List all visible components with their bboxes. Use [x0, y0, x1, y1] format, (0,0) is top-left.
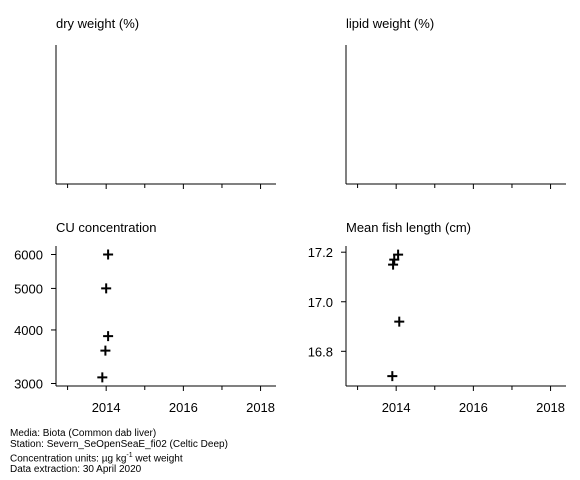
panel4-y-tick-label: 17.2 [308, 245, 333, 260]
footer-media: Media: Biota (Common dab liver) [10, 428, 157, 439]
panel3-point-2 [101, 283, 112, 294]
panel3-point-5 [97, 372, 108, 383]
panel4-point-5 [387, 371, 398, 382]
footer-units: Concentration units: µg kg-1 wet weight [10, 450, 228, 464]
panel4-title: Mean fish length (cm) [346, 220, 471, 235]
footer-units-exponent: -1 [126, 452, 133, 459]
panel3-point-1 [103, 249, 114, 260]
panel4-x-tick-label: 2016 [459, 400, 488, 415]
chart-footer: Media: Biota (Common dab liver) Station:… [10, 428, 228, 475]
panel4-point-2 [389, 254, 400, 265]
panel3-point-3 [103, 331, 114, 342]
footer-units-prefix: Concentration units: µg kg [10, 453, 127, 465]
panel3-x-tick-label: 2018 [246, 400, 275, 415]
footer-extraction: Data extraction: 30 April 2020 [10, 464, 142, 476]
panel4-x-tick-label: 2014 [382, 400, 411, 415]
panel2-title: lipid weight (%) [346, 16, 434, 31]
panel3-y-tick-label: 6000 [14, 247, 43, 262]
panel3-y-tick-label: 5000 [14, 281, 43, 296]
panel4-y-tick-label: 17.0 [308, 295, 333, 310]
panel4-y-tick-label: 16.8 [308, 344, 333, 359]
panel4-point-3 [388, 259, 399, 270]
panel1-title: dry weight (%) [56, 16, 139, 31]
panel4-x-tick-label: 2018 [536, 400, 565, 415]
panel3-y-tick-label: 4000 [14, 323, 43, 338]
panel3-x-tick-label: 2016 [169, 400, 198, 415]
panel3-x-tick-label: 2014 [92, 400, 121, 415]
panel4-point-4 [394, 316, 405, 327]
footer-units-suffix: wet weight [132, 453, 183, 465]
panel3-point-4 [100, 345, 111, 356]
footer-station: Station: Severn_SeOpenSeaE_fi02 (Celtic … [10, 439, 228, 450]
panel3-y-tick-label: 3000 [14, 377, 43, 392]
panel3-title: CU concentration [56, 220, 156, 235]
